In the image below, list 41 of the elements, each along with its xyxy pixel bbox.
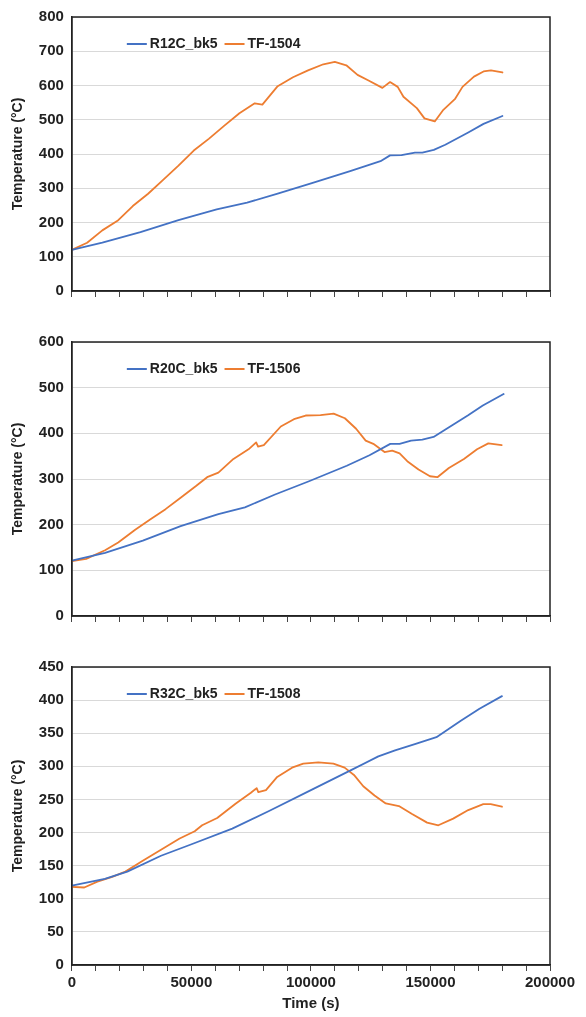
y-axis-title: Temperature (°C) [9,759,26,873]
y-tick-label: 400 [38,690,64,708]
y-tick-label: 200 [38,212,64,230]
y-tick-label: 500 [38,109,64,127]
y-tick-label: 200 [38,822,64,840]
y-tick-label: 100 [38,560,64,578]
y-tick-label: 200 [38,514,64,532]
y-tick-label: 600 [38,75,64,93]
y-tick-label: 400 [38,144,64,162]
y-axis-title: Temperature (°C) [9,97,26,211]
legend-label: TF-1506 [247,359,301,376]
y-tick-label: 300 [38,756,64,774]
y-tick-label: 300 [38,178,64,196]
y-tick-label: 150 [38,855,64,873]
y-tick-label: 0 [55,281,64,299]
x-tick-label: 150000 [405,973,456,991]
legend-label: R20C_bk5 [149,359,218,376]
y-tick-label: 300 [38,469,64,487]
x-tick-label: 0 [67,973,76,991]
y-tick-label: 50 [47,922,64,940]
y-tick-label: 450 [38,657,64,675]
y-tick-label: 800 [38,7,64,25]
legend-label: R32C_bk5 [149,684,218,701]
y-tick-label: 500 [38,377,64,395]
y-tick-label: 700 [38,41,64,59]
legend-label: TF-1504 [247,34,301,51]
y-axis-title: Temperature (°C) [9,422,26,536]
y-tick-label: 0 [55,955,64,973]
legend-label: TF-1508 [247,684,301,701]
legend-label: R12C_bk5 [149,34,218,51]
y-tick-label: 100 [38,888,64,906]
x-tick-label: 50000 [170,973,213,991]
y-tick-label: 0 [55,606,64,624]
y-tick-label: 400 [38,423,64,441]
y-tick-label: 350 [38,723,64,741]
x-axis-title: Time (s) [282,994,340,1012]
y-tick-label: 250 [38,789,64,807]
x-tick-label: 200000 [524,973,576,991]
x-tick-label: 100000 [285,973,336,991]
y-tick-label: 600 [38,332,64,350]
y-tick-label: 100 [38,246,64,264]
